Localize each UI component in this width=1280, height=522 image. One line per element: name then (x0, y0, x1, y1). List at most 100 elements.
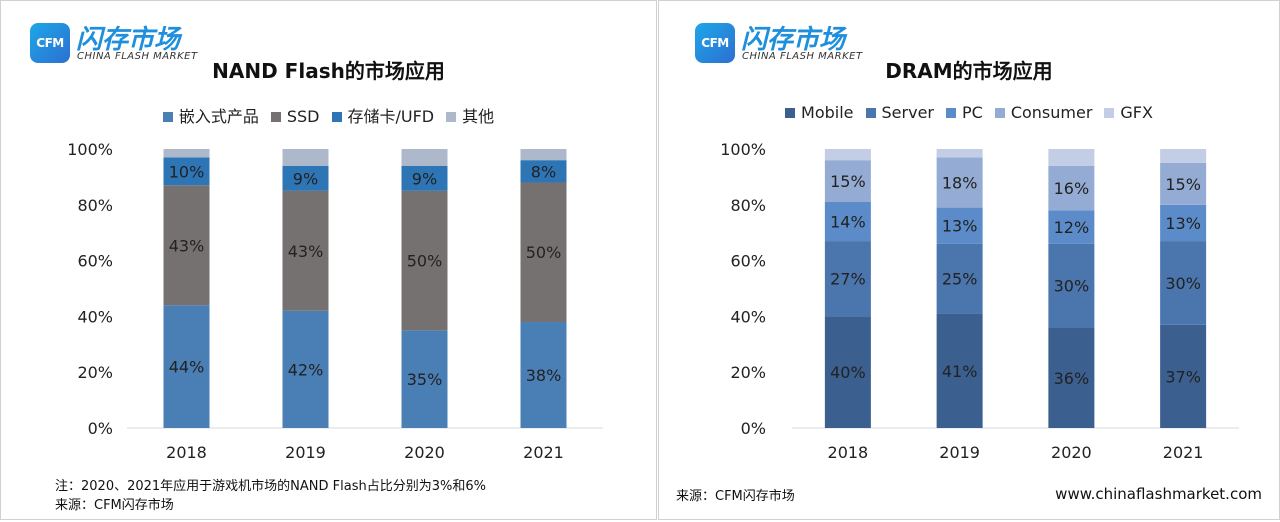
data-label: 12% (1054, 218, 1090, 237)
legend-label: 嵌入式产品 (178, 107, 259, 126)
data-label: 16% (1054, 179, 1090, 198)
legend-item: Server (865, 103, 934, 122)
y-tick-label: 20% (77, 363, 113, 382)
bar-segment (824, 316, 871, 428)
bar-segment (1160, 149, 1207, 163)
dram-chart-panel: CFM 闪存市场 CHINA FLASH MARKET DRAM的市场应用 Mo… (658, 0, 1280, 520)
bar-segment (1048, 243, 1095, 328)
x-tick-label: 2021 (523, 443, 564, 462)
source-note: 来源：CFM闪存市场 (55, 498, 174, 513)
chart-title: DRAM的市场应用 (885, 59, 1053, 83)
legend-swatch (162, 111, 173, 122)
data-label: 43% (288, 242, 324, 261)
data-label: 8% (531, 162, 556, 181)
legend-swatch (1104, 107, 1115, 118)
data-label: 9% (412, 169, 437, 188)
y-tick-label: 60% (730, 252, 766, 271)
data-label: 25% (942, 270, 978, 289)
bar-segment (282, 190, 329, 311)
legend-swatch (446, 111, 457, 122)
bar-segment (1160, 162, 1207, 205)
bar-segment (520, 321, 567, 428)
data-label: 37% (1165, 367, 1201, 386)
dram-stacked-bar-chart: 0% 20% 40% 60% 80% 100% 40% 27% 14% 15% 2018 41% 25%… (720, 140, 1239, 462)
x-tick-label: 2019 (939, 443, 980, 462)
legend-label: 其他 (462, 107, 495, 126)
footnote: 注：2020、2021年应用于游戏机市场的NAND Flash占比分别为3%和6… (55, 479, 486, 494)
bar-segment (282, 310, 329, 428)
legend-item: 嵌入式产品 (162, 103, 259, 127)
legend-swatch (331, 111, 342, 122)
data-label: 13% (1165, 214, 1201, 233)
cfm-logo-name-en: CHINA FLASH MARKET (77, 51, 198, 62)
data-label: 50% (407, 252, 443, 271)
bar-segment (163, 149, 210, 158)
bar-segment (1048, 149, 1095, 166)
y-tick-label: 100% (720, 140, 766, 159)
legend-swatch (785, 107, 796, 118)
cfm-logo-name-cn: 闪存市场 (741, 25, 846, 55)
bar-segment (1048, 327, 1095, 428)
bar-segment (401, 149, 448, 166)
bar-segment (520, 149, 567, 161)
bar-segment (401, 330, 448, 428)
data-label: 44% (169, 358, 205, 377)
data-label: 13% (942, 217, 978, 236)
x-tick-label: 2019 (285, 443, 326, 462)
legend-swatch (945, 107, 956, 118)
legend-item: 存储卡/UFD (331, 103, 434, 127)
y-tick-label: 60% (77, 252, 113, 271)
legend-swatch (865, 107, 876, 118)
legend-item: PC (945, 103, 983, 122)
legend-label: Server (881, 103, 934, 122)
y-tick-label: 0% (88, 419, 113, 438)
data-label: 9% (293, 169, 318, 188)
bar-segment (401, 165, 448, 191)
chart-legend: 嵌入式产品 SSD 存储卡/UFD 其他 (1, 103, 656, 127)
x-tick-label: 2020 (404, 443, 445, 462)
legend-swatch (994, 107, 1005, 118)
x-tick-label: 2020 (1051, 443, 1092, 462)
data-label: 15% (1165, 175, 1201, 194)
nand-chart-panel: CFM 闪存市场 CHINA FLASH MARKET NAND Flash的市… (0, 0, 657, 520)
bar-segment (163, 157, 210, 186)
data-label: 43% (169, 236, 205, 255)
x-tick-label: 2018 (828, 443, 869, 462)
data-label: 27% (830, 270, 866, 289)
data-label: 14% (830, 213, 866, 232)
bar-segment (824, 241, 871, 317)
bar-segment (936, 243, 983, 314)
legend-label: Consumer (1010, 103, 1093, 122)
cfm-logo-name-en: CHINA FLASH MARKET (742, 51, 863, 62)
bar-segment (936, 157, 983, 208)
source-note: 来源：CFM闪存市场 (676, 489, 795, 504)
bar-segment (936, 149, 983, 158)
bar-segment (163, 305, 210, 428)
bar-segment (824, 202, 871, 242)
legend-label: PC (961, 103, 983, 122)
legend-item: GFX (1104, 103, 1153, 122)
data-label: 30% (1165, 274, 1201, 293)
data-label: 41% (942, 362, 978, 381)
legend-item: SSD (270, 107, 320, 126)
data-label: 38% (526, 366, 562, 385)
chart-legend: Mobile Server PC Consumer GFX (659, 103, 1279, 122)
cfm-logo-badge: CFM (30, 23, 70, 63)
bar-segment (936, 313, 983, 428)
data-label: 15% (830, 172, 866, 191)
chart-title: NAND Flash的市场应用 (212, 59, 445, 83)
bar-segment (1160, 241, 1207, 325)
bar-segment (401, 190, 448, 331)
legend-swatch (270, 111, 281, 122)
legend-item: Mobile (785, 103, 854, 122)
legend-item: Consumer (994, 103, 1093, 122)
legend-label: Mobile (801, 103, 854, 122)
bar-segment (824, 149, 871, 161)
y-tick-label: 20% (730, 363, 766, 382)
cfm-logo-badge: CFM (695, 23, 735, 63)
y-tick-label: 40% (730, 307, 766, 326)
data-label: 42% (288, 360, 324, 379)
bar-segment (163, 185, 210, 306)
data-label: 18% (942, 173, 978, 192)
legend-item: 其他 (446, 103, 494, 127)
